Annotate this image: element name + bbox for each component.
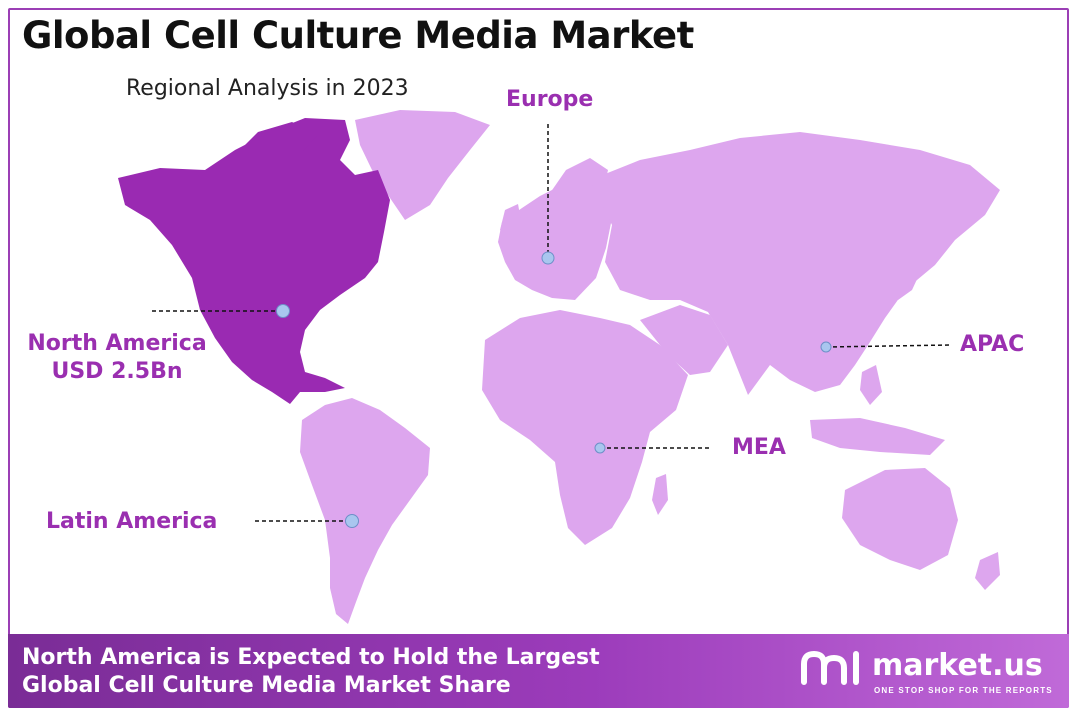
mea-marker (594, 442, 606, 454)
latin-america-marker (345, 514, 359, 528)
brand-name: market.us (872, 648, 1043, 683)
north-america-value: USD 2.5Bn (51, 359, 183, 384)
europe-shape (498, 180, 612, 300)
north-america-shape (118, 118, 390, 404)
greenland-shape (355, 110, 490, 220)
asia-shape (590, 132, 1000, 395)
footer-line-2: Global Cell Culture Media Market Share (22, 673, 511, 698)
new-zealand-shape (975, 552, 1000, 590)
region-label-latin-america: Latin America (46, 509, 218, 534)
brand-tagline: ONE STOP SHOP FOR THE REPORTS (874, 686, 1053, 695)
africa-shape (482, 310, 688, 545)
market-us-logo-icon (801, 650, 859, 685)
region-label-mea: MEA (732, 435, 786, 460)
page-subtitle: Regional Analysis in 2023 (126, 76, 409, 101)
region-label-europe: Europe (506, 87, 594, 112)
middle-east-shape (640, 305, 728, 375)
footer-headline: North America is Expected to Hold the La… (22, 644, 600, 700)
region-label-apac: APAC (960, 332, 1025, 357)
australia-shape (842, 468, 958, 570)
philippines-shape (860, 365, 882, 405)
north-america-name: North America (27, 331, 207, 356)
arctic-islands-shape (230, 122, 318, 160)
north-america-marker (276, 304, 290, 318)
indonesia-shape (810, 418, 945, 455)
page-title: Global Cell Culture Media Market (22, 14, 694, 57)
region-label-north-america: North America USD 2.5Bn (22, 330, 212, 386)
apac-marker (820, 341, 832, 353)
madagascar-shape (652, 474, 668, 515)
europe-marker (541, 251, 555, 265)
uk-shape (500, 204, 522, 240)
footer-banner: North America is Expected to Hold the La… (8, 634, 1069, 708)
footer-line-1: North America is Expected to Hold the La… (22, 645, 600, 670)
scandinavia-shape (548, 158, 608, 206)
latin-america-shape (300, 398, 430, 624)
japan-shape (892, 240, 925, 300)
